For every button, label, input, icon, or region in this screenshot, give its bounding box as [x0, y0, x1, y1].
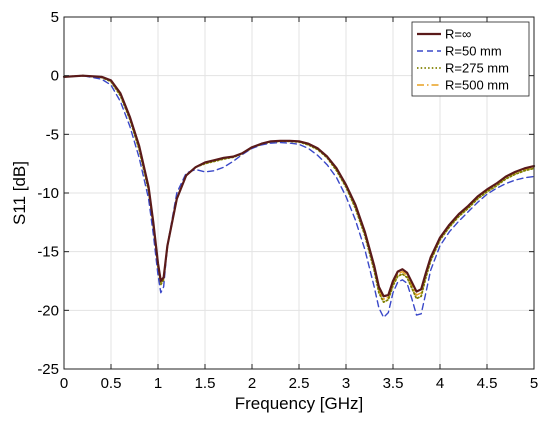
x-tick-label: 2.5	[289, 375, 310, 392]
x-tick-label: 5	[530, 375, 538, 392]
x-tick-label: 0.5	[101, 375, 122, 392]
x-tick-labels: 0 0.5 1 1.5 2 2.5 3 3.5 4 4.5 5	[60, 375, 538, 392]
x-tick-label: 4.5	[477, 375, 498, 392]
series-line-1	[63, 74, 535, 319]
legend: R=∞ R=50 mm R=275 mm R=500 mm	[411, 21, 530, 97]
x-tick-label: 1	[154, 375, 162, 392]
y-tick-label: -20	[37, 302, 59, 319]
x-tick-label: 0	[60, 375, 68, 392]
y-tick-label: -15	[37, 244, 59, 261]
x-tick-label: 3.5	[383, 375, 404, 392]
legend-label: R=∞	[445, 27, 471, 42]
legend-label: R=275 mm	[445, 61, 509, 76]
y-tick-label: -10	[37, 185, 59, 202]
x-tick-label: 3	[342, 375, 350, 392]
series-line-0	[62, 74, 536, 298]
series-layer	[62, 74, 536, 319]
legend-label: R=50 mm	[445, 44, 502, 59]
axis-ticks	[63, 16, 535, 370]
y-tick-label: 0	[51, 68, 59, 85]
y-axis-label: S11 [dB]	[10, 161, 29, 225]
x-tick-label: 2	[248, 375, 256, 392]
y-tick-label: -5	[46, 126, 59, 143]
legend-entries: R=∞ R=50 mm R=275 mm R=500 mm	[417, 27, 509, 93]
x-axis-label: Frequency [GHz]	[235, 394, 364, 413]
x-tick-label: 1.5	[195, 375, 216, 392]
x-tick-label: 4	[436, 375, 444, 392]
y-tick-label: 5	[51, 9, 59, 26]
y-tick-label: -25	[37, 361, 59, 378]
legend-label: R=500 mm	[445, 78, 509, 93]
y-tick-labels: 5 0 -5 -10 -15 -20 -25	[37, 9, 59, 378]
